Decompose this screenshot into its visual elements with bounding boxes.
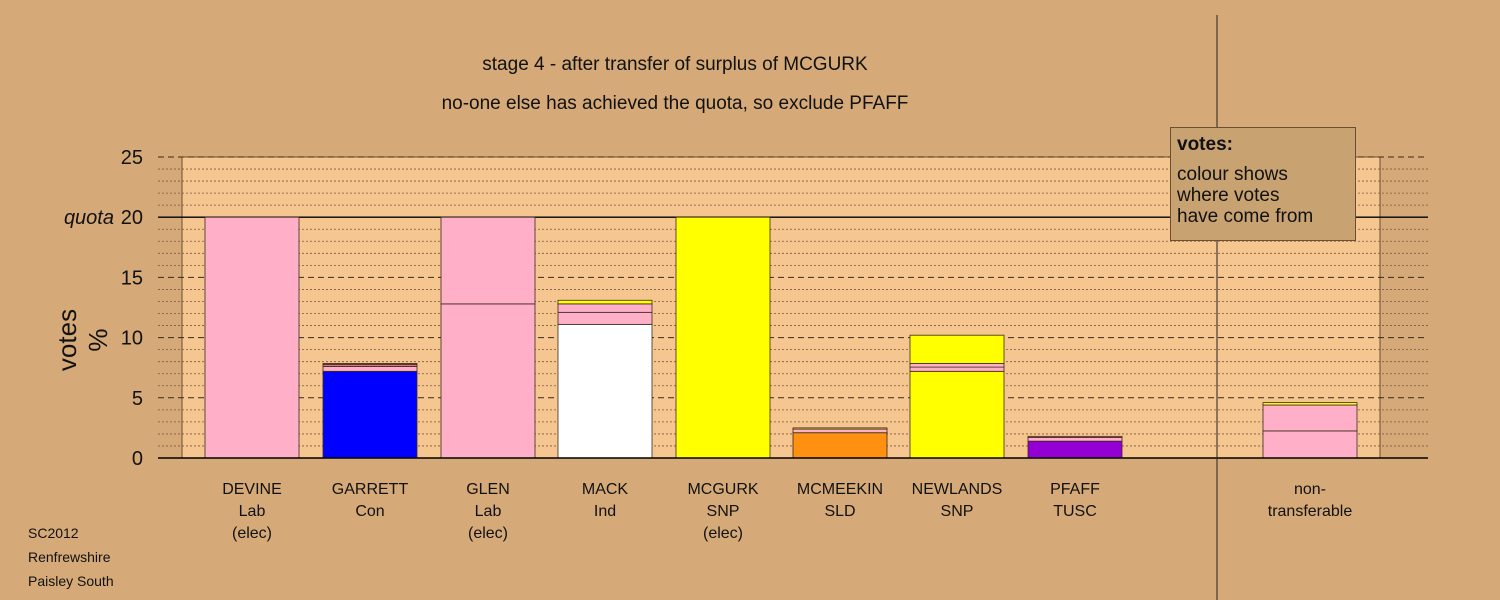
- quota-label: quota: [64, 207, 114, 229]
- chart-title: stage 4 - after transfer of surplus of M…: [482, 54, 868, 75]
- x-tick-label: Lab: [475, 503, 502, 520]
- bar-segment: [675, 216, 771, 459]
- bar-segment: [322, 370, 418, 459]
- x-tick-label: (elec): [703, 525, 743, 542]
- bar-segment: [1262, 404, 1358, 432]
- x-tick-label: MCMEEKIN: [797, 481, 883, 498]
- legend-box: votes: colour shows where votes have com…: [1170, 127, 1356, 241]
- bar-segment: [322, 363, 418, 366]
- bar-segment: [1262, 402, 1358, 406]
- x-tick-label: (elec): [468, 525, 508, 542]
- x-tick-label: MCGURK: [687, 481, 758, 498]
- x-tick-label: PFAFF: [1050, 481, 1100, 498]
- x-tick-label: transferable: [1268, 503, 1353, 520]
- bar-segment: [557, 311, 653, 325]
- bar-segment: [1027, 440, 1123, 459]
- bar-segment: [792, 427, 888, 430]
- x-tick-label: (elec): [232, 525, 272, 542]
- x-tick-label: SLD: [824, 503, 855, 520]
- bar-segment: [440, 216, 536, 305]
- x-tick-label: NEWLANDS: [912, 481, 1003, 498]
- bar-segment: [557, 323, 653, 459]
- x-tick-label: Con: [355, 503, 384, 520]
- bar-segment: [557, 299, 653, 305]
- y-tick-label: 5: [132, 388, 143, 410]
- y-tick-label: 25: [121, 147, 143, 169]
- legend-body: colour shows where votes have come from: [1177, 164, 1314, 227]
- x-tick-label: non-: [1294, 481, 1326, 498]
- bar-segment: [909, 370, 1005, 459]
- x-tick-label: TUSC: [1053, 503, 1097, 520]
- legend-title: votes:: [1177, 134, 1233, 155]
- x-tick-label: SNP: [941, 503, 974, 520]
- y-tick-label: 15: [121, 267, 143, 289]
- y-axis-label: votes %: [52, 308, 113, 372]
- y-tick-label: 20: [121, 207, 143, 229]
- bar-segment: [792, 428, 888, 434]
- footer-line-ward: Paisley South: [28, 573, 114, 589]
- x-tick-label: GARRETT: [332, 481, 409, 498]
- x-tick-label: Ind: [594, 503, 616, 520]
- bar-segment: [557, 303, 653, 313]
- bar-segment: [909, 363, 1005, 368]
- footer-line-election: SC2012: [28, 525, 79, 541]
- y-tick-label: 0: [132, 448, 143, 470]
- x-tick-label: GLEN: [466, 481, 510, 498]
- footer-info: SC2012 Renfrewshire Paisley South: [28, 521, 114, 593]
- x-tick-label: DEVINE: [222, 481, 282, 498]
- bar-segment: [322, 366, 418, 372]
- footer-line-council: Renfrewshire: [28, 549, 111, 565]
- x-tick-label: Lab: [239, 503, 266, 520]
- bar-segment: [909, 334, 1005, 364]
- bar-segment: [204, 216, 300, 459]
- chart-subtitle: no-one else has achieved the quota, so e…: [441, 93, 909, 114]
- bar-segment: [1262, 430, 1358, 459]
- bar-segment: [440, 303, 536, 459]
- x-tick-label: SNP: [707, 503, 740, 520]
- bar-segment: [1027, 437, 1123, 442]
- bar-segment: [909, 366, 1005, 372]
- y-tick-label: 10: [121, 328, 143, 350]
- bar-segment: [792, 432, 888, 459]
- x-tick-label: MACK: [582, 481, 629, 498]
- bar-segment: [1027, 435, 1123, 438]
